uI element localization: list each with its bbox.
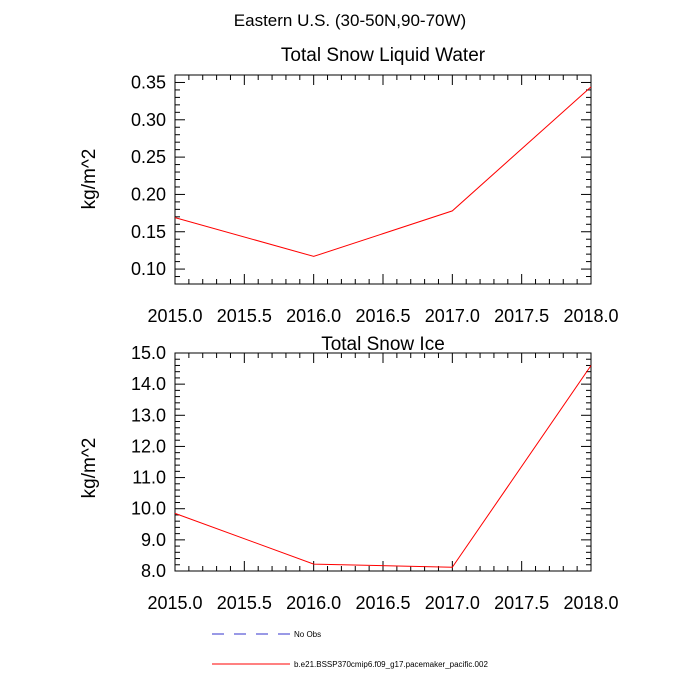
y-ticks: [175, 74, 591, 285]
x-tick-label: 2017.0: [425, 593, 480, 613]
panel-snow-ice: Total Snow Ice kg/m^2 2015.0 2015.5 2016.0…: [79, 334, 619, 613]
y-tick-label: 11.0: [132, 468, 166, 488]
y-tick-labels: 0.10 0.15 0.20 0.25 0.30 0.35: [131, 72, 166, 279]
x-tick-labels: 2015.0 2015.5 2016.0 2016.5 2017.0 2017.5 2018…: [147, 593, 618, 613]
y-axis-label: kg/m^2: [79, 438, 100, 499]
series-line: [174, 365, 592, 568]
y-tick-label: 8.0: [141, 561, 166, 581]
figure-main-title: Eastern U.S. (30-50N,90-70W): [234, 11, 466, 30]
y-tick-label: 0.25: [131, 147, 166, 167]
x-tick-label: 2018.0: [563, 593, 618, 613]
y-tick-labels: 8.0 9.0 10.0 11.0 12.0 13.0 14.0 15.0: [131, 343, 166, 581]
y-tick-label: 13.0: [131, 405, 166, 425]
x-tick-label: 2015.0: [147, 593, 202, 613]
x-tick-label: 2017.5: [494, 306, 549, 326]
x-ticks: [174, 75, 592, 284]
series-line: [174, 86, 592, 257]
legend-label-model: b.e21.BSSP370cmip6.f09_g17.pacemaker_pac…: [294, 660, 488, 669]
y-tick-label: 0.30: [131, 110, 166, 130]
series-lines: [174, 365, 592, 568]
plot-frame: [174, 352, 592, 572]
panel-title: Total Snow Liquid Water: [281, 45, 486, 66]
x-tick-label: 2016.0: [286, 306, 341, 326]
y-tick-label: 15.0: [131, 343, 166, 363]
x-tick-label: 2015.5: [217, 593, 272, 613]
x-tick-labels: 2015.0 2015.5 2016.0 2016.5 2017.0 2017.5 2018…: [147, 306, 618, 326]
x-tick-label: 2016.5: [355, 306, 410, 326]
y-ticks: [175, 352, 591, 572]
x-tick-label: 2016.0: [286, 593, 341, 613]
x-tick-label: 2017.5: [494, 593, 549, 613]
y-tick-label: 0.35: [131, 72, 166, 92]
plot-frame: [174, 74, 592, 285]
y-tick-label: 0.15: [131, 222, 166, 242]
x-tick-label: 2015.0: [147, 306, 202, 326]
panel-title: Total Snow Ice: [321, 334, 445, 355]
legend-label-no-obs: No Obs: [294, 630, 321, 639]
y-axis-label: kg/m^2: [79, 149, 100, 210]
x-tick-label: 2015.5: [217, 306, 272, 326]
y-tick-label: 14.0: [131, 374, 166, 394]
x-tick-label: 2016.5: [355, 593, 410, 613]
y-tick-label: 0.10: [131, 259, 166, 279]
series-lines: [174, 86, 592, 257]
panel-snow-liquid-water: Total Snow Liquid Water kg/m^2 2015.0 201…: [79, 45, 619, 326]
legend: No Obs b.e21.BSSP370cmip6.f09_g17.pacema…: [212, 630, 488, 669]
x-tick-label: 2017.0: [425, 306, 480, 326]
y-tick-label: 9.0: [141, 530, 166, 550]
y-tick-label: 0.20: [131, 184, 166, 204]
y-tick-label: 12.0: [131, 436, 166, 456]
x-tick-label: 2018.0: [563, 306, 618, 326]
y-tick-label: 10.0: [131, 499, 166, 519]
x-ticks: [174, 353, 592, 571]
